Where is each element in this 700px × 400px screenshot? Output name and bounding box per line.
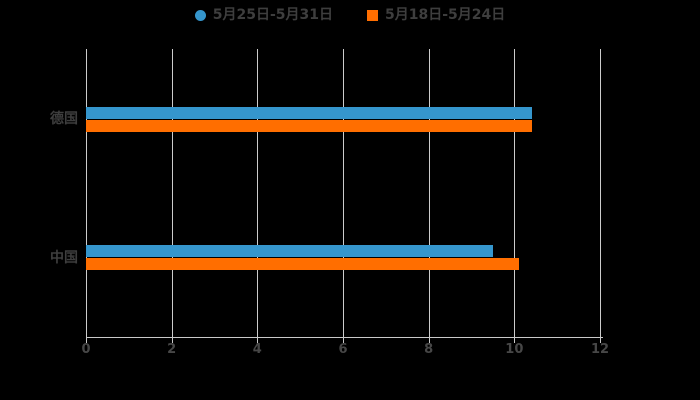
legend-item-series-0[interactable]: 5月25日-5月31日 [194,6,333,24]
x-tick-label: 4 [252,342,262,357]
legend-label: 5月25日-5月31日 [212,7,333,23]
x-tick-label: 8 [424,342,434,357]
legend-label: 5月18日-5月24日 [385,7,506,23]
bar-5月18日-5月24日-德国[interactable] [86,119,532,132]
gridline-x-8 [428,49,430,338]
x-tick-mark [343,338,344,343]
category-label-德国: 德国 [50,111,78,127]
x-tick-mark [171,338,173,343]
gridline-x-4 [257,49,259,338]
bar-5月25日-5月31日-中国[interactable] [86,245,493,257]
gridline-x-10 [514,49,516,338]
legend-item-series-1[interactable]: 5月18日-5月24日 [367,6,505,24]
gridline-x-12 [600,49,601,338]
bar-5月18日-5月24日-中国[interactable] [86,258,519,270]
x-tick-label: 2 [167,342,177,357]
category-label-中国: 中国 [50,249,78,266]
x-tick-mark [257,338,259,343]
legend-square-marker [367,9,378,21]
gridline-x-6 [343,49,344,338]
x-tick-label: 6 [338,342,348,357]
gridline-x-2 [171,49,173,338]
x-tick-label: 12 [590,342,610,357]
chart-legend: 5月25日-5月31日 5月18日-5月24日 [0,6,700,24]
x-tick-label: 10 [505,342,524,357]
x-tick-mark [86,338,87,343]
x-axis-line [86,337,603,338]
gridline-x-0 [86,49,87,338]
x-tick-mark [514,338,516,343]
x-tick-label: 0 [81,342,91,357]
plot-area [86,49,601,338]
legend-circle-marker [194,9,206,21]
x-tick-mark [600,338,601,343]
bar-5月25日-5月31日-德国[interactable] [86,106,532,119]
x-tick-mark [428,338,430,343]
